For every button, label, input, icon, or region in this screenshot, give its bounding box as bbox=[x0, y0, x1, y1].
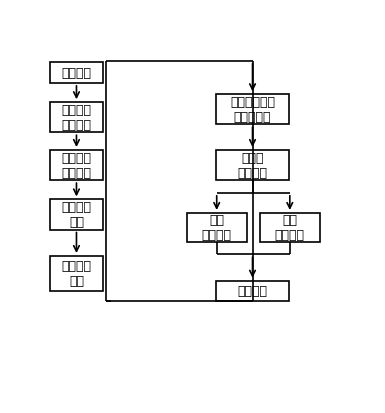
Text: 驱动电路及数
据采集系统: 驱动电路及数 据采集系统 bbox=[230, 96, 275, 124]
Text: 物镜接收
辐射能量: 物镜接收 辐射能量 bbox=[62, 152, 92, 180]
Text: 数据
显示装置: 数据 显示装置 bbox=[202, 214, 232, 242]
Bar bbox=[216, 150, 289, 181]
Bar bbox=[50, 63, 102, 84]
Bar bbox=[216, 95, 289, 125]
Bar bbox=[187, 214, 246, 242]
Bar bbox=[260, 214, 320, 242]
Bar bbox=[50, 200, 102, 230]
Bar bbox=[50, 150, 102, 181]
Bar bbox=[50, 256, 102, 291]
Bar bbox=[50, 103, 102, 133]
Text: 光学分光
处理: 光学分光 处理 bbox=[62, 201, 92, 229]
Text: 测量开始: 测量开始 bbox=[62, 67, 92, 80]
Text: 物体表面
辐射能量: 物体表面 辐射能量 bbox=[62, 104, 92, 132]
Text: 热视电传
感器: 热视电传 感器 bbox=[62, 260, 92, 288]
Text: 上位机
数据处理: 上位机 数据处理 bbox=[238, 152, 268, 180]
Text: 测量结束: 测量结束 bbox=[238, 285, 268, 298]
Text: 数据
存储设备: 数据 存储设备 bbox=[275, 214, 305, 242]
Bar bbox=[216, 281, 289, 301]
